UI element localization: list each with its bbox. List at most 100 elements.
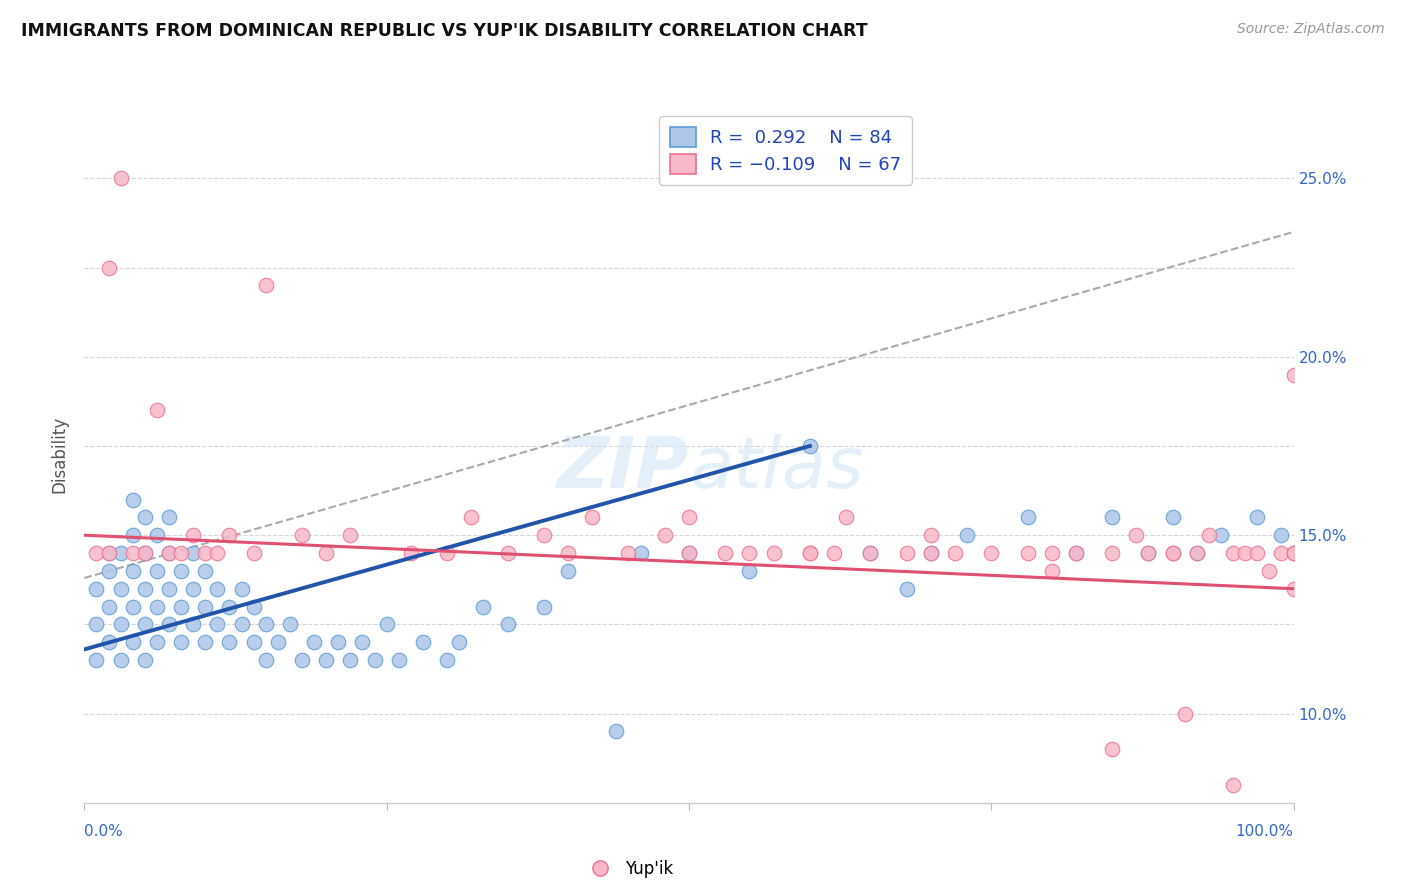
Point [121, 635, 143, 649]
Point [1017, 510, 1039, 524]
Point [267, 635, 290, 649]
Point [375, 617, 398, 632]
Point [134, 546, 156, 560]
Point [1161, 546, 1184, 560]
Point [581, 510, 603, 524]
Point [97, 564, 120, 578]
Point [920, 546, 942, 560]
Point [218, 599, 240, 614]
Point [496, 617, 519, 632]
Point [302, 635, 325, 649]
Point [436, 546, 458, 560]
Point [1282, 546, 1305, 560]
Point [121, 528, 143, 542]
Point [86, 653, 108, 667]
Point [194, 546, 217, 560]
Point [920, 528, 942, 542]
Point [1161, 510, 1184, 524]
Point [97, 599, 120, 614]
Point [194, 635, 217, 649]
Point [1246, 546, 1268, 560]
Point [980, 546, 1002, 560]
Point [1282, 546, 1305, 560]
Point [799, 546, 821, 560]
Point [1282, 546, 1305, 560]
Point [231, 617, 253, 632]
Point [181, 528, 204, 542]
Point [110, 582, 132, 596]
Point [896, 582, 918, 596]
Point [1198, 528, 1220, 542]
Point [146, 635, 169, 649]
Point [1246, 510, 1268, 524]
Point [194, 599, 217, 614]
Point [254, 278, 277, 293]
Point [533, 528, 555, 542]
Point [449, 635, 471, 649]
Point [242, 546, 264, 560]
Point [110, 171, 132, 186]
Point [412, 635, 434, 649]
Point [557, 564, 579, 578]
Point [170, 564, 193, 578]
Point [375, 0, 398, 7]
Point [194, 564, 217, 578]
Point [157, 617, 180, 632]
Point [1258, 564, 1281, 578]
Point [678, 510, 700, 524]
Text: atlas: atlas [689, 434, 863, 503]
Point [170, 546, 193, 560]
Point [1101, 546, 1123, 560]
Point [823, 546, 845, 560]
Point [799, 439, 821, 453]
Point [1234, 546, 1257, 560]
Point [388, 653, 411, 667]
Point [436, 653, 458, 667]
Point [134, 510, 156, 524]
Point [218, 635, 240, 649]
Point [1174, 706, 1197, 721]
Point [714, 546, 737, 560]
Point [1101, 510, 1123, 524]
Point [1040, 546, 1063, 560]
Point [678, 546, 700, 560]
Point [1137, 546, 1160, 560]
Point [278, 617, 301, 632]
Point [896, 546, 918, 560]
Point [1222, 778, 1244, 792]
Point [110, 653, 132, 667]
Point [291, 653, 314, 667]
Point [630, 546, 652, 560]
Legend: Yup'ik: Yup'ik [576, 854, 681, 885]
Point [146, 564, 169, 578]
Point [181, 546, 204, 560]
Point [157, 582, 180, 596]
Point [1185, 546, 1208, 560]
Point [533, 599, 555, 614]
Point [1282, 368, 1305, 382]
Point [134, 653, 156, 667]
Point [460, 510, 482, 524]
Point [339, 528, 361, 542]
Point [207, 582, 229, 596]
Point [835, 510, 858, 524]
Point [231, 582, 253, 596]
Point [254, 653, 277, 667]
Point [207, 546, 229, 560]
Point [1064, 546, 1087, 560]
Point [170, 599, 193, 614]
Point [97, 260, 120, 275]
Point [678, 546, 700, 560]
Point [1270, 528, 1292, 542]
Point [291, 528, 314, 542]
Text: 100.0%: 100.0% [1236, 824, 1294, 839]
Point [110, 617, 132, 632]
Point [121, 546, 143, 560]
Point [121, 599, 143, 614]
Text: 0.0%: 0.0% [84, 824, 124, 839]
Point [605, 724, 627, 739]
Point [1222, 546, 1244, 560]
Point [170, 635, 193, 649]
Point [181, 617, 204, 632]
Point [1137, 546, 1160, 560]
